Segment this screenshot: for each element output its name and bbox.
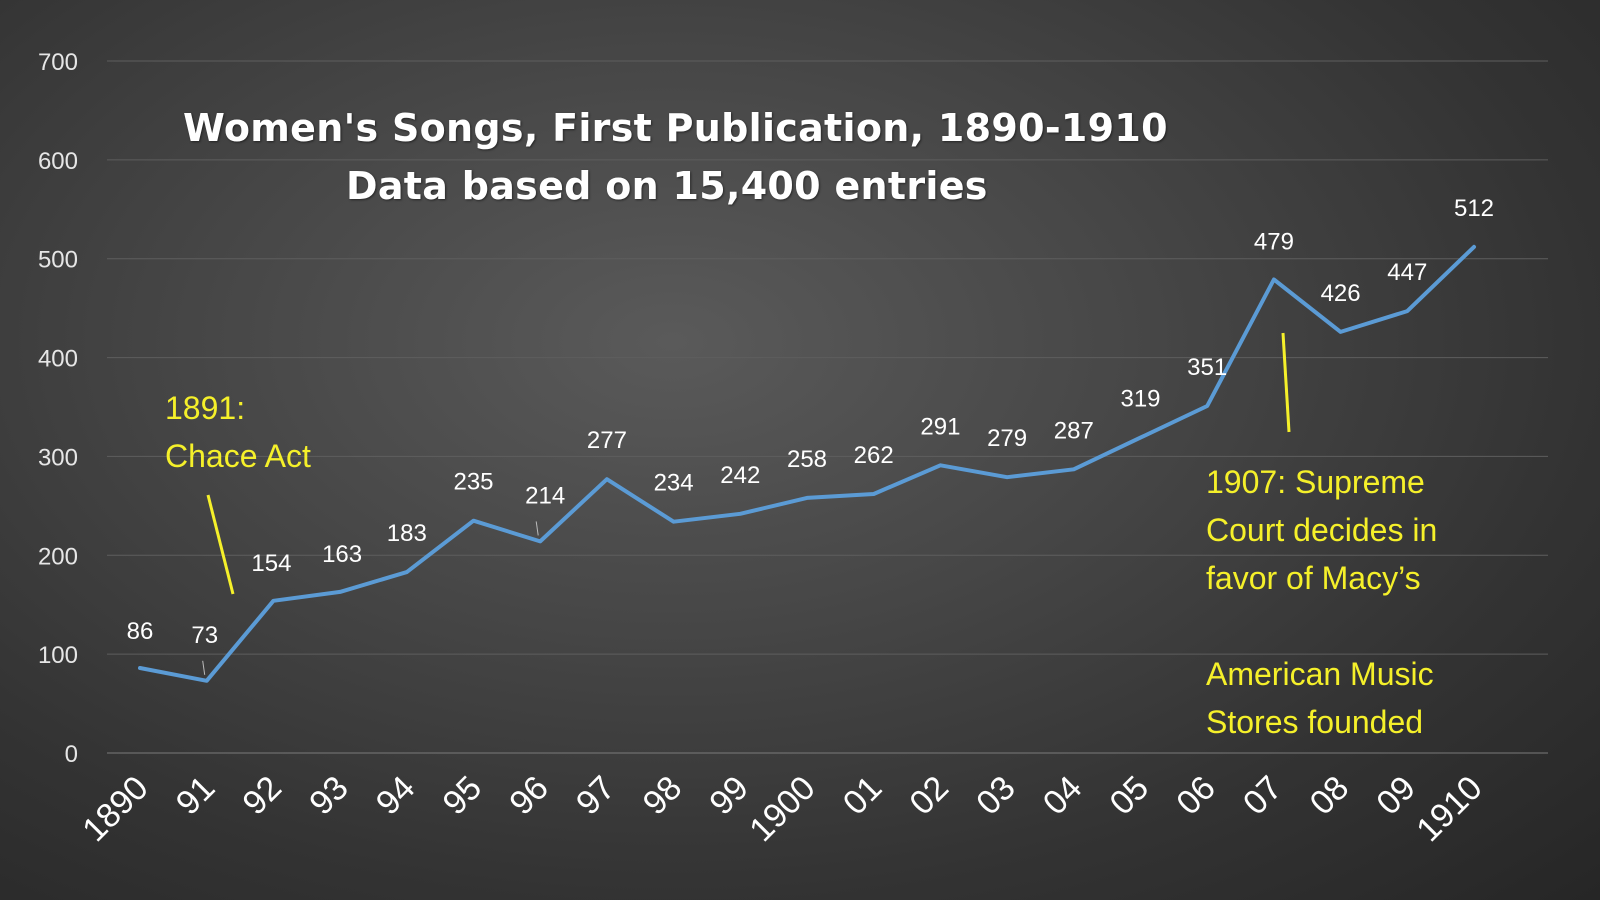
annotation-line: 1891:: [165, 390, 246, 426]
annotation-supreme-court: 1907: Supreme Court decides in favor of …: [1206, 458, 1437, 746]
x-tick-label: 99: [702, 769, 756, 823]
series-group: [138, 244, 1476, 683]
y-tick-label: 700: [38, 49, 78, 76]
data-label: 235: [453, 469, 493, 496]
data-label: 426: [1321, 280, 1361, 307]
data-label: 214: [525, 482, 565, 509]
y-tick-label: 400: [38, 346, 78, 373]
data-label: 73: [191, 622, 218, 649]
chart-title: Women's Songs, First Publication, 1890-1…: [183, 106, 1168, 150]
x-tick-label: 07: [1236, 769, 1290, 823]
data-label: 512: [1454, 195, 1494, 222]
x-tick-label: 97: [569, 769, 623, 823]
annotation-chace-act: 1891: Chace Act: [165, 384, 311, 480]
data-label: 287: [1054, 417, 1094, 444]
data-label: 291: [920, 413, 960, 440]
data-label: 163: [322, 541, 362, 568]
annotation-pointer-1907: [1281, 332, 1291, 433]
chart-subtitle: Data based on 15,400 entries: [346, 164, 988, 208]
data-label: 479: [1254, 228, 1294, 255]
annotation-spacer: [1206, 602, 1437, 650]
x-tick-label: 04: [1036, 769, 1090, 823]
y-tick-label: 200: [38, 543, 78, 570]
data-label: 447: [1387, 259, 1427, 286]
data-label: 258: [787, 446, 827, 473]
data-label: 277: [587, 427, 627, 454]
annotation-line: 1907: Supreme: [1206, 464, 1425, 500]
label-leader-line: [202, 660, 206, 675]
x-tick-label: 95: [436, 769, 490, 823]
data-label: 183: [387, 520, 427, 547]
label-leader-line: [535, 521, 539, 536]
x-tick-label: 92: [235, 769, 289, 823]
x-tick-label: 01: [836, 769, 890, 823]
x-tick-label: 09: [1369, 769, 1423, 823]
x-tick-label: 94: [369, 769, 423, 823]
y-tick-label: 100: [38, 642, 78, 669]
y-tick-label: 0: [65, 741, 78, 768]
data-label: 86: [127, 618, 154, 645]
data-label: 262: [854, 442, 894, 469]
data-labels: 86 73 154 163 183 235 214 277 234 242 258 262 291 279…: [127, 195, 1494, 649]
annotation-line: American Music: [1206, 656, 1434, 692]
annotation-marks: [202, 332, 1291, 675]
x-tick-label: 03: [969, 769, 1023, 823]
y-tick-label: 500: [38, 247, 78, 274]
x-tick-label: 06: [1169, 769, 1223, 823]
x-tick-label: 98: [636, 769, 690, 823]
annotation-line: Court decides in: [1206, 512, 1438, 548]
x-tick-label: 05: [1103, 769, 1157, 823]
grid-lines: [107, 60, 1548, 754]
data-label: 234: [654, 470, 694, 497]
y-tick-label: 300: [38, 444, 78, 471]
x-tick-label: 93: [302, 769, 356, 823]
data-label: 351: [1187, 354, 1227, 381]
series-line: [138, 244, 1476, 683]
x-tick-label: 1890: [75, 769, 155, 849]
x-tick-label: 91: [169, 769, 223, 823]
annotation-line: favor of Macy’s: [1206, 560, 1421, 596]
data-label: 154: [251, 550, 291, 577]
x-tick-label: 1900: [742, 769, 822, 849]
annotation-line: Stores founded: [1206, 704, 1424, 740]
x-tick-label: 96: [502, 769, 556, 823]
x-tick-label: 02: [902, 769, 956, 823]
data-label: 242: [720, 462, 760, 489]
x-tick-label: 1910: [1409, 769, 1489, 849]
y-axis: 0 100 200 300 400 500 600 700: [38, 49, 78, 768]
data-label: 279: [987, 425, 1027, 452]
data-label: 319: [1120, 386, 1160, 413]
x-tick-label: 08: [1303, 769, 1357, 823]
y-tick-label: 600: [38, 148, 78, 175]
annotation-line: Chace Act: [165, 438, 311, 474]
annotation-pointer-1891: [206, 494, 235, 595]
